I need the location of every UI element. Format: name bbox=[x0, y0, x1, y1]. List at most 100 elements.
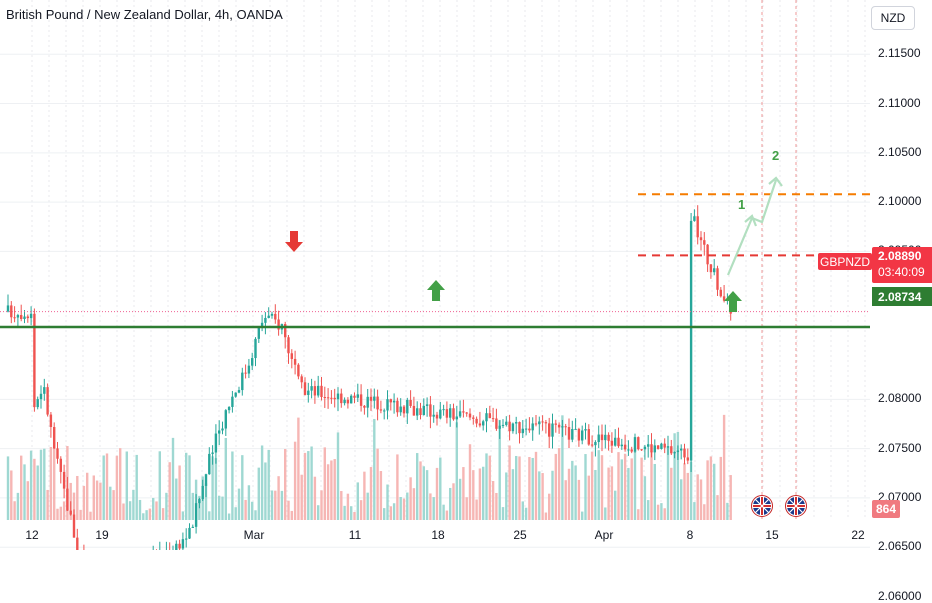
volume-bar bbox=[640, 457, 643, 520]
volume-bar bbox=[399, 496, 402, 520]
volume-bar bbox=[574, 465, 577, 520]
volume-bar bbox=[161, 508, 165, 520]
volume-bar bbox=[623, 453, 627, 520]
candle-body bbox=[178, 543, 181, 549]
volume-bar bbox=[237, 488, 241, 520]
candle-body bbox=[277, 319, 280, 330]
volume-bar bbox=[175, 478, 178, 520]
candle-body bbox=[548, 423, 551, 437]
volume-bar bbox=[10, 470, 13, 520]
volume-bar bbox=[353, 512, 356, 520]
candle-body bbox=[491, 418, 495, 420]
candle-body bbox=[227, 406, 231, 411]
candle-body bbox=[482, 421, 485, 426]
volume-bar bbox=[340, 491, 343, 520]
candle-body bbox=[653, 445, 656, 453]
volume-bar bbox=[396, 454, 399, 520]
candle-body bbox=[234, 392, 237, 397]
candle-body bbox=[194, 503, 198, 527]
volume-bar bbox=[82, 485, 86, 520]
candle-body bbox=[607, 434, 610, 441]
candle-body bbox=[518, 422, 521, 434]
volume-bar bbox=[214, 458, 218, 520]
volume-bar bbox=[46, 489, 49, 520]
candle-body bbox=[208, 453, 211, 475]
price-tick-label: 2.11000 bbox=[878, 95, 921, 110]
candle-body bbox=[577, 428, 581, 441]
candle-body bbox=[330, 397, 333, 399]
volume-bar bbox=[336, 432, 340, 520]
candle-body bbox=[439, 409, 442, 419]
candle-body bbox=[313, 386, 317, 396]
volume-bar bbox=[491, 480, 495, 520]
candle-body bbox=[383, 410, 386, 412]
candle-body bbox=[297, 364, 300, 377]
volume-bar bbox=[465, 497, 468, 520]
volume-bar bbox=[554, 453, 557, 520]
volume-bar bbox=[59, 506, 62, 520]
candle-body bbox=[254, 338, 257, 359]
volume-bar bbox=[614, 490, 617, 520]
volume-bar bbox=[472, 470, 475, 520]
volume-bar bbox=[389, 506, 392, 520]
currency-button[interactable]: NZD bbox=[871, 6, 915, 30]
volume-bar bbox=[531, 457, 534, 520]
volume-bar bbox=[343, 505, 346, 520]
volume-bar bbox=[633, 450, 637, 520]
candle-body bbox=[33, 313, 36, 408]
volume-bar bbox=[445, 510, 449, 520]
volume-bar bbox=[696, 474, 699, 520]
volume-bar bbox=[383, 508, 386, 520]
gb-flag-icon[interactable] bbox=[751, 495, 773, 517]
candle-body bbox=[633, 437, 637, 452]
volume-bar bbox=[544, 512, 548, 520]
volume-tag: 864 bbox=[872, 500, 900, 518]
volume-bar bbox=[501, 507, 505, 520]
volume-bar bbox=[577, 479, 581, 520]
candle-body bbox=[515, 422, 518, 424]
volume-bar bbox=[564, 480, 567, 520]
volume-bar bbox=[13, 501, 16, 520]
volume-bar bbox=[511, 469, 515, 520]
candle-body bbox=[686, 457, 689, 461]
candle-body bbox=[422, 405, 425, 416]
volume-bar bbox=[359, 500, 363, 520]
volume-bar bbox=[439, 457, 442, 520]
candle-body bbox=[696, 216, 699, 238]
projection-path bbox=[726, 179, 778, 276]
candle-body bbox=[6, 305, 10, 312]
volume-bar bbox=[538, 471, 541, 520]
candle-body bbox=[544, 422, 548, 424]
candle-body bbox=[36, 399, 39, 408]
candle-body bbox=[541, 421, 544, 423]
volume-bar bbox=[482, 466, 485, 520]
nz-flag-icon[interactable] bbox=[785, 495, 807, 517]
candle-body bbox=[350, 395, 353, 404]
volume-bar bbox=[656, 504, 660, 520]
volume-bar bbox=[251, 501, 254, 520]
volume-bar bbox=[699, 479, 703, 520]
volume-bar bbox=[498, 419, 501, 520]
volume-bar bbox=[105, 453, 109, 520]
volume-bar bbox=[287, 500, 290, 520]
volume-bar bbox=[76, 475, 79, 520]
candle-body bbox=[369, 396, 373, 401]
volume-bar bbox=[39, 449, 43, 520]
wave-label-2: 2 bbox=[772, 148, 780, 163]
price-tick-label: 2.06500 bbox=[878, 539, 922, 554]
last-price: 2.08890 bbox=[878, 249, 922, 263]
candle-body bbox=[320, 385, 323, 398]
chart-canvas[interactable] bbox=[0, 0, 932, 550]
volume-bar bbox=[571, 460, 574, 520]
volume-bar bbox=[594, 469, 597, 520]
volume-bar bbox=[346, 493, 350, 520]
volume-bar bbox=[647, 500, 650, 520]
candle-body bbox=[663, 443, 666, 448]
volume-bar bbox=[435, 467, 439, 520]
candle-body bbox=[719, 289, 722, 297]
volume-bar bbox=[155, 501, 158, 520]
candle-body bbox=[693, 216, 696, 221]
volume-bar bbox=[171, 437, 175, 520]
volume-bar bbox=[653, 463, 656, 520]
volume-bar bbox=[62, 501, 66, 520]
